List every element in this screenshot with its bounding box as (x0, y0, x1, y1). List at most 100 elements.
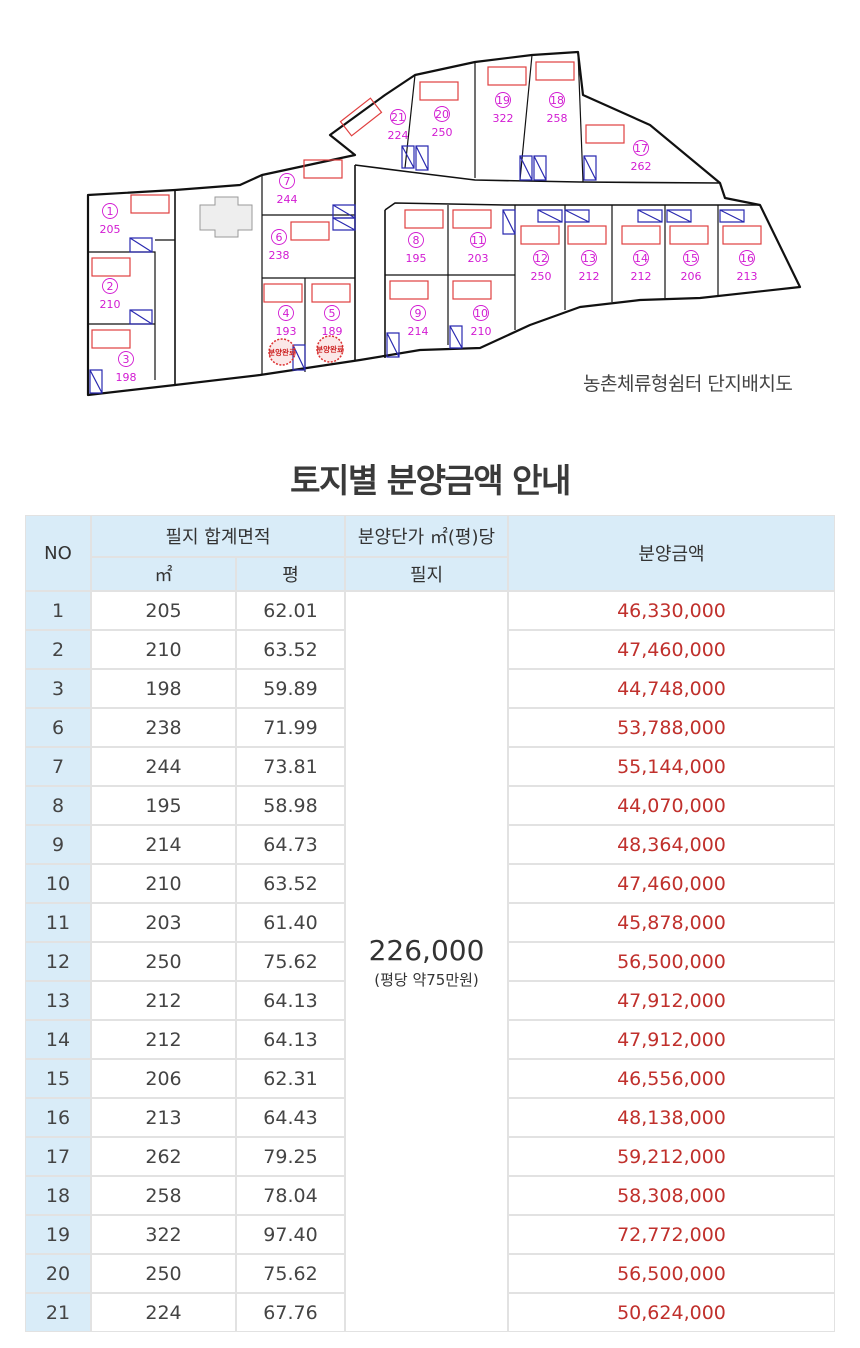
lot-number: 17 (634, 142, 648, 155)
lot-number-circle (495, 92, 511, 108)
row-pyeong: 62.01 (236, 591, 345, 630)
lot-number-circle (324, 305, 340, 321)
site-plan-drawing: 1 205 2 210 3 198 4 193 5 189 6 238 7 244 8 195 9 214 10 21… (86, 50, 802, 397)
page-title: 토지별 분양금액 안내 (290, 461, 571, 500)
lot-number: 16 (740, 252, 754, 265)
lot-number-circle (271, 229, 287, 245)
row-sqm: 195 (91, 786, 236, 825)
lot-number-circle (118, 351, 134, 367)
row-no: 17 (25, 1137, 91, 1176)
row-sqm: 250 (91, 1254, 236, 1293)
row-no: 20 (25, 1254, 91, 1293)
lot-number: 7 (284, 175, 291, 188)
lot-number-circle (434, 106, 450, 122)
sold-stamp-label: 분양완료 (316, 344, 344, 354)
lot-area: 212 (579, 270, 600, 283)
lot-number: 9 (415, 307, 422, 320)
lot-number-circle (533, 250, 549, 266)
row-amount: 47,912,000 (508, 1020, 835, 1059)
lot-number-circle (278, 305, 294, 321)
row-no: 21 (25, 1293, 91, 1332)
row-amount: 56,500,000 (508, 942, 835, 981)
lot-area: 213 (737, 270, 758, 283)
row-no: 14 (25, 1020, 91, 1059)
lot-number: 3 (123, 353, 130, 366)
lot-number-circle (102, 203, 118, 219)
lot-area: 205 (100, 223, 121, 236)
row-pyeong: 64.73 (236, 825, 345, 864)
row-sqm: 205 (91, 591, 236, 630)
lot-area: 322 (493, 112, 514, 125)
row-amount: 48,364,000 (508, 825, 835, 864)
lot-labels: 1 205 2 210 3 198 4 193 5 189 6 238 7 244 8 195 9 214 10 21… (100, 92, 758, 384)
row-pyeong: 64.43 (236, 1098, 345, 1137)
lot-number-circle (102, 278, 118, 294)
table-row: 13 212 64.13 47,912,000 (25, 981, 835, 1020)
header-parcel: 필지 (345, 557, 508, 591)
lot-number: 19 (496, 94, 510, 107)
row-amount: 46,330,000 (508, 591, 835, 630)
row-pyeong: 64.13 (236, 1020, 345, 1059)
lot-number: 12 (534, 252, 548, 265)
row-pyeong: 63.52 (236, 864, 345, 903)
row-pyeong: 97.40 (236, 1215, 345, 1254)
row-pyeong: 78.04 (236, 1176, 345, 1215)
lot-number-circle (410, 305, 426, 321)
row-sqm: 258 (91, 1176, 236, 1215)
row-amount: 47,912,000 (508, 981, 835, 1020)
row-amount: 47,460,000 (508, 864, 835, 903)
table-row: 14 212 64.13 47,912,000 (25, 1020, 835, 1059)
row-pyeong: 75.62 (236, 1254, 345, 1293)
row-no: 16 (25, 1098, 91, 1137)
row-sqm: 203 (91, 903, 236, 942)
header-no: NO (25, 515, 91, 591)
table-row: 12 250 75.62 56,500,000 (25, 942, 835, 981)
row-sqm: 198 (91, 669, 236, 708)
row-no: 3 (25, 669, 91, 708)
row-pyeong: 62.31 (236, 1059, 345, 1098)
lot-number-circle (633, 140, 649, 156)
table-row: 3 198 59.89 44,748,000 (25, 669, 835, 708)
lot-number: 4 (283, 307, 290, 320)
unit-price-cell: 226,000 (평당 약75만원) (345, 591, 508, 1332)
table-row: 8 195 58.98 44,070,000 (25, 786, 835, 825)
site-plan-map: 1 205 2 210 3 198 4 193 5 189 6 238 7 244 8 195 9 214 10 21… (0, 0, 860, 420)
row-no: 2 (25, 630, 91, 669)
table-row: 11 203 61.40 45,878,000 (25, 903, 835, 942)
lot-number: 14 (634, 252, 648, 265)
row-pyeong: 79.25 (236, 1137, 345, 1176)
sold-stamp-icon (268, 338, 296, 366)
lot-area: 262 (631, 160, 652, 173)
row-no: 7 (25, 747, 91, 786)
lot-area: 189 (322, 325, 343, 338)
lot-area: 193 (276, 325, 297, 338)
row-sqm: 244 (91, 747, 236, 786)
row-pyeong: 63.52 (236, 630, 345, 669)
table-row: 21 224 67.76 50,624,000 (25, 1293, 835, 1332)
lot-number-circle (390, 109, 406, 125)
table-row: 6 238 71.99 53,788,000 (25, 708, 835, 747)
row-amount: 59,212,000 (508, 1137, 835, 1176)
lot-number: 8 (413, 234, 420, 247)
lot-area: 203 (468, 252, 489, 265)
lot-number-circle (683, 250, 699, 266)
lot-number: 15 (684, 252, 698, 265)
lot-number: 6 (276, 231, 283, 244)
lot-area: 210 (100, 298, 121, 311)
row-amount: 44,748,000 (508, 669, 835, 708)
table-row: 2 210 63.52 47,460,000 (25, 630, 835, 669)
table-row: 1 205 62.01 226,000 (평당 약75만원) 46,330,000 (25, 591, 835, 1332)
row-sqm: 212 (91, 981, 236, 1020)
row-no: 11 (25, 903, 91, 942)
lot-area: 198 (116, 371, 137, 384)
row-pyeong: 64.13 (236, 981, 345, 1020)
row-no: 10 (25, 864, 91, 903)
lot-number: 20 (435, 108, 449, 121)
lot-number: 11 (471, 234, 485, 247)
row-sqm: 224 (91, 1293, 236, 1332)
lot-number: 21 (391, 111, 405, 124)
sold-stamp-icon (316, 335, 344, 363)
row-sqm: 214 (91, 825, 236, 864)
row-sqm: 213 (91, 1098, 236, 1137)
table-row: 15 206 62.31 46,556,000 (25, 1059, 835, 1098)
